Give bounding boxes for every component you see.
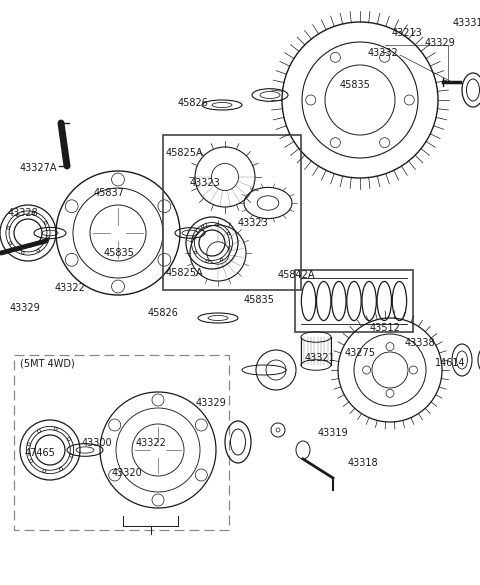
Text: 43328: 43328: [8, 208, 39, 218]
Text: 45837: 45837: [94, 188, 125, 198]
Text: 45826: 45826: [178, 98, 209, 108]
Text: 43322: 43322: [136, 438, 167, 448]
Text: 45825A: 45825A: [166, 148, 204, 158]
Text: 14614: 14614: [435, 358, 466, 368]
Text: 47465: 47465: [25, 448, 56, 458]
Text: 43318: 43318: [348, 458, 379, 468]
Text: 45825A: 45825A: [166, 268, 204, 278]
Text: 45826: 45826: [148, 308, 179, 318]
Bar: [14, 355, 229, 530]
Text: 43275: 43275: [345, 348, 376, 358]
Text: 43213: 43213: [392, 28, 423, 38]
Text: 43321: 43321: [305, 353, 336, 363]
Text: 43329: 43329: [10, 303, 41, 313]
Text: 43331T: 43331T: [453, 18, 480, 28]
Text: 43338: 43338: [405, 338, 436, 348]
Bar: [163, 135, 301, 290]
Text: 43332: 43332: [368, 48, 399, 58]
Bar: [295, 270, 413, 332]
Text: 43319: 43319: [318, 428, 348, 438]
Text: 43512: 43512: [370, 323, 401, 333]
Text: (5MT 4WD): (5MT 4WD): [20, 358, 75, 368]
Text: 43329: 43329: [425, 38, 456, 48]
Text: 43300: 43300: [82, 438, 113, 448]
Text: 45842A: 45842A: [278, 270, 315, 280]
Text: 43327A: 43327A: [20, 163, 58, 173]
Text: 45835: 45835: [104, 248, 135, 258]
Text: 43323: 43323: [190, 178, 221, 188]
Text: 45835: 45835: [340, 80, 371, 90]
Text: 43320: 43320: [112, 468, 143, 478]
Text: 43322: 43322: [55, 283, 86, 293]
Text: 43323: 43323: [238, 218, 269, 228]
Text: 43329: 43329: [196, 398, 227, 408]
Text: 45835: 45835: [244, 295, 275, 305]
